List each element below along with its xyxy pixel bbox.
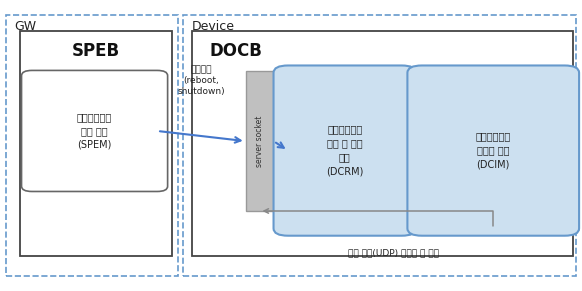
Bar	[6, 15, 178, 276]
Text: 기기동작제어
초기화 모듈
(DCIM): 기기동작제어 초기화 모듈 (DCIM)	[475, 132, 511, 170]
Bar	[246, 71, 274, 211]
Text: 제어명령
(reboot,
shutdown): 제어명령 (reboot, shutdown)	[178, 65, 225, 96]
Bar	[192, 31, 573, 256]
Text: DOCB: DOCB	[210, 42, 262, 60]
Text: SPEB: SPEB	[72, 42, 120, 60]
Text: GW: GW	[15, 20, 37, 33]
FancyBboxPatch shape	[274, 65, 416, 236]
FancyBboxPatch shape	[22, 70, 168, 191]
Bar	[183, 15, 576, 276]
Text: Device: Device	[192, 20, 235, 33]
Text: 서버 소켓(UDP) 초기화 및 대기: 서버 소켓(UDP) 초기화 및 대기	[349, 249, 439, 258]
FancyBboxPatch shape	[407, 65, 579, 236]
Text: server socket: server socket	[255, 116, 264, 167]
Bar	[20, 31, 172, 256]
Text: 보안통제정쑝
적용 모듈
(SPEM): 보안통제정쑝 적용 모듈 (SPEM)	[77, 112, 112, 150]
Text: 기기제어명령
수신 및 실행
모듈
(DCRM): 기기제어명령 수신 및 실행 모듈 (DCRM)	[326, 125, 364, 177]
